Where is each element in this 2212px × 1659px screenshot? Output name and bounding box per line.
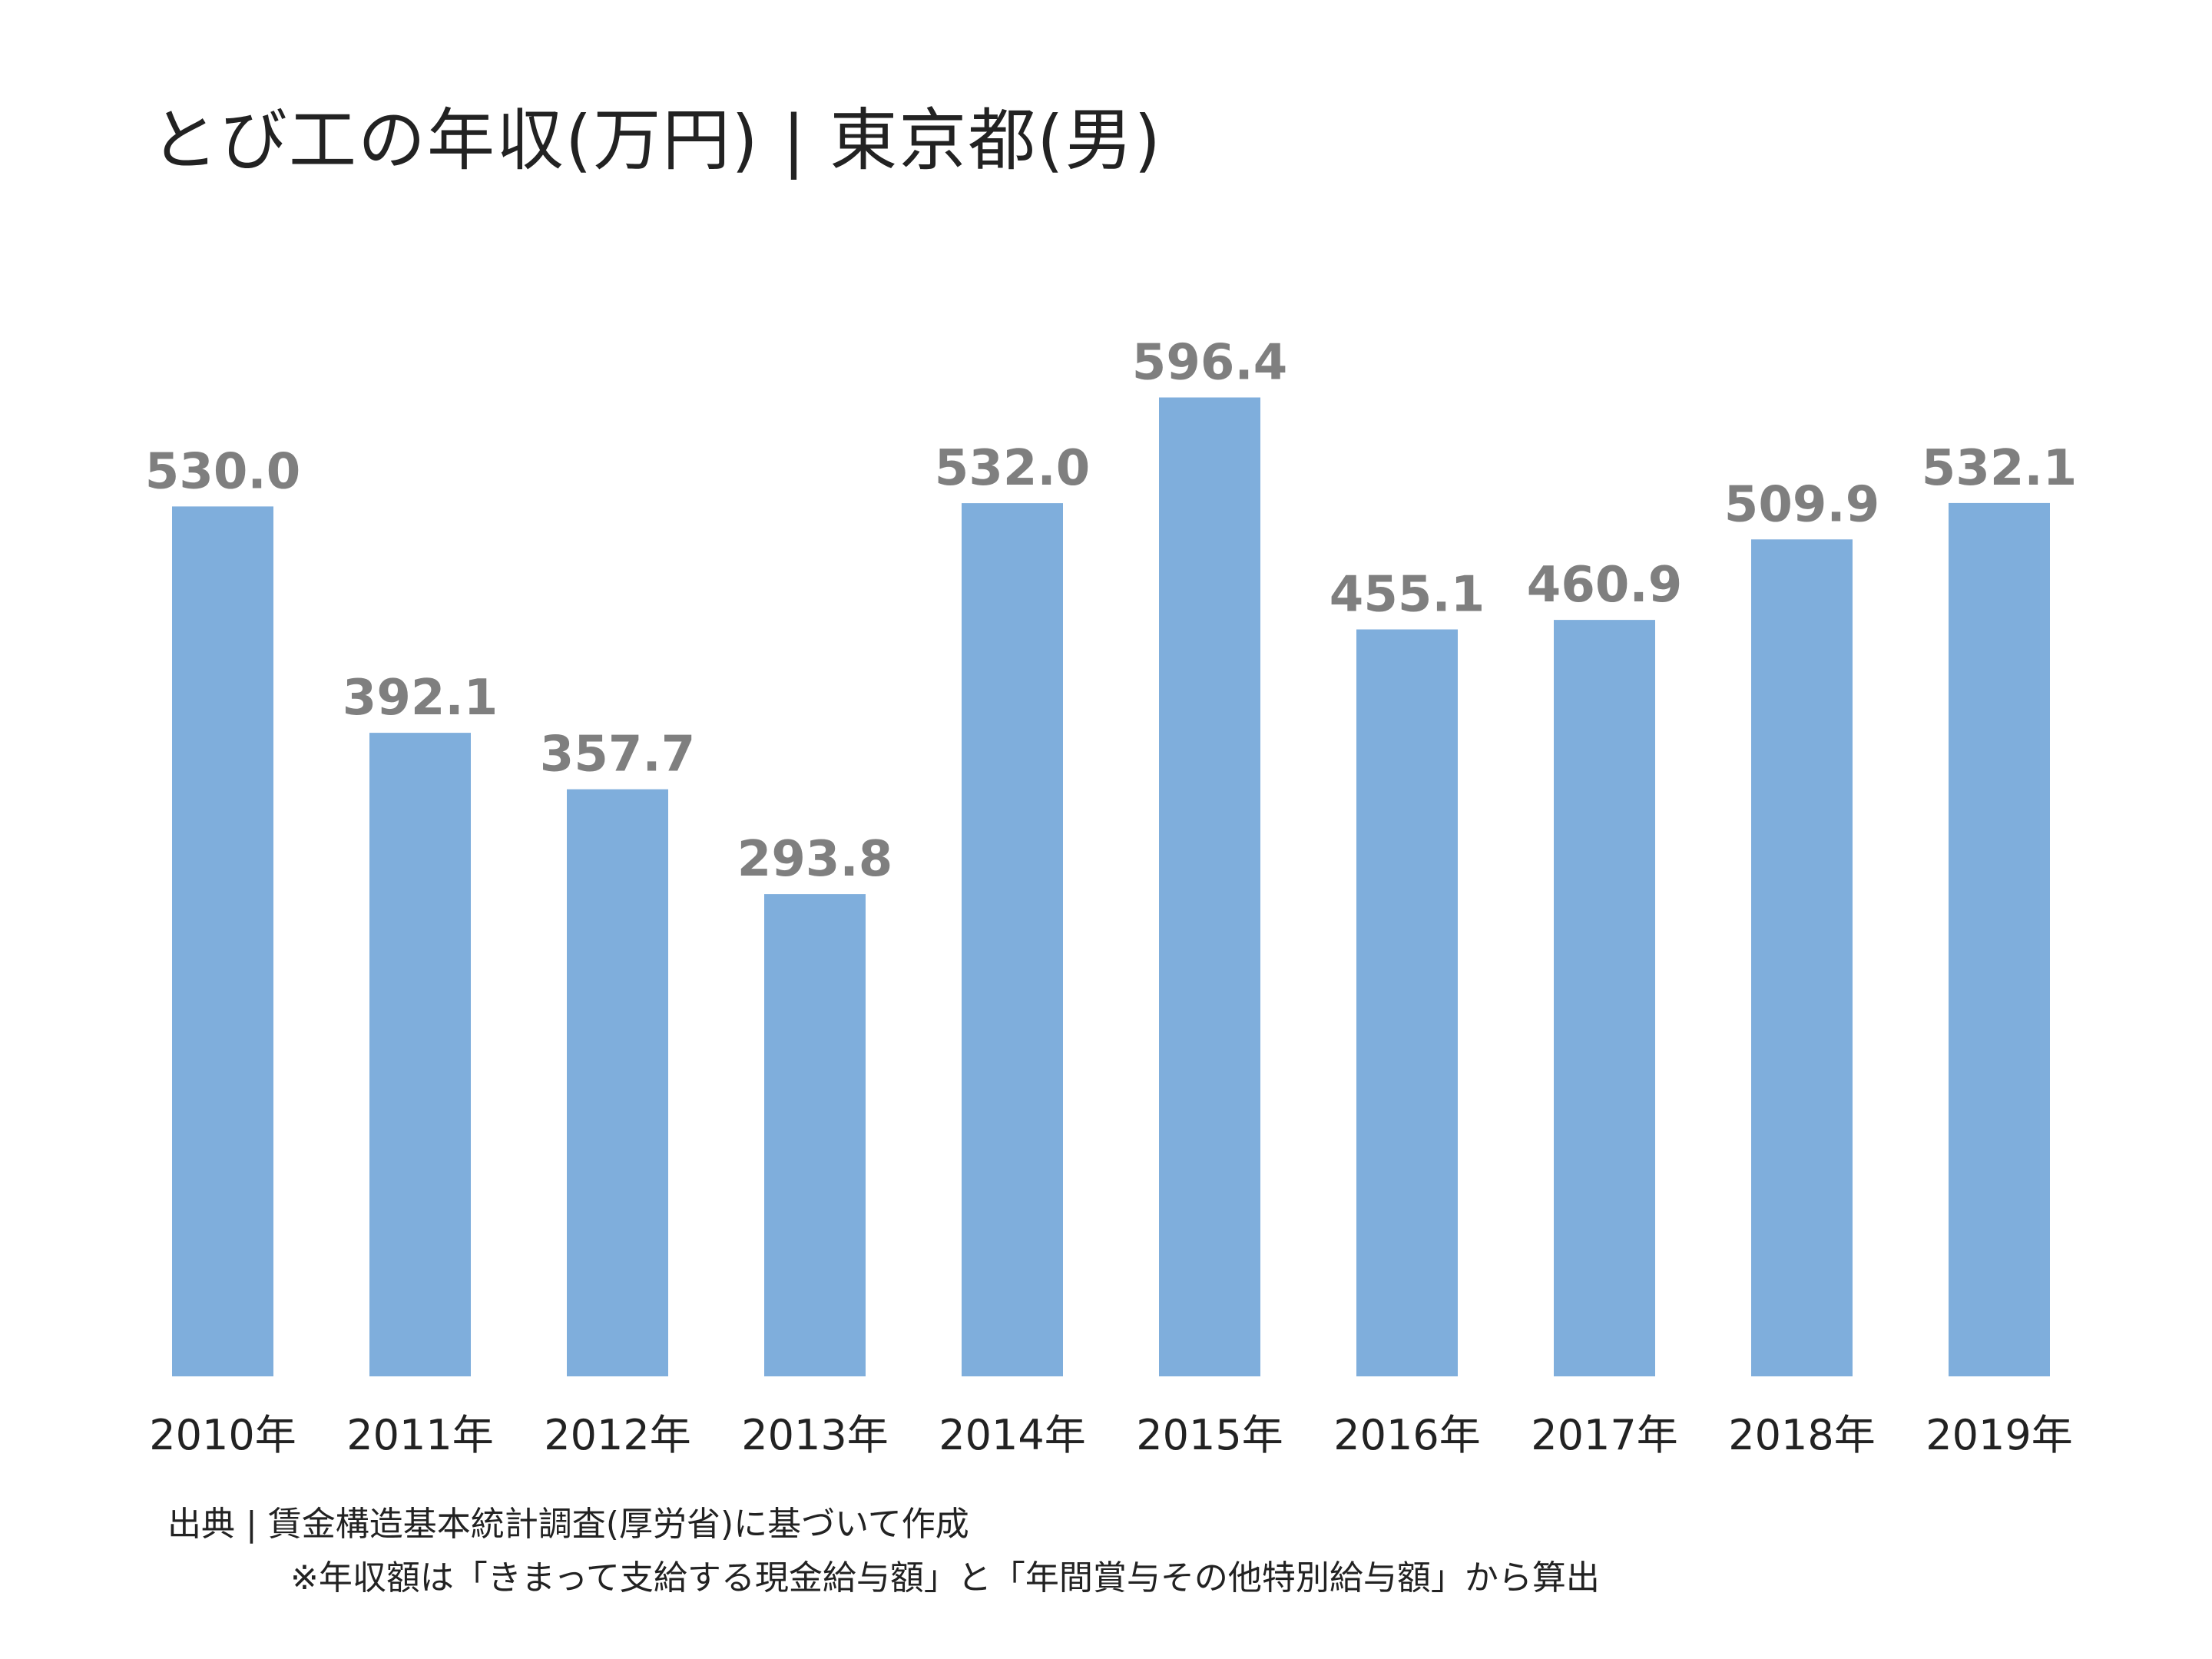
- value-label: 357.7: [540, 727, 695, 783]
- tick-labels-layer: 2010年 2011年 2012年 2013年 2014年 2015年 2016年 2017年…: [149, 1411, 2072, 1459]
- bar-2016年: [1356, 629, 1458, 1376]
- x-tick-label: 2014年: [939, 1411, 1085, 1459]
- bar-2017年: [1554, 620, 1655, 1376]
- source-note-block: 出典 | 賃金構造基本統計調査(厚労省)に基づいて作成 ※年収額は「きまって支給…: [167, 1498, 1600, 1605]
- x-tick-label: 2019年: [1926, 1411, 2072, 1459]
- bar-2014年: [962, 503, 1063, 1376]
- x-tick-label: 2011年: [346, 1411, 493, 1459]
- value-label: 460.9: [1527, 557, 1682, 614]
- bar-2013年: [764, 894, 866, 1376]
- value-label: 455.1: [1330, 567, 1485, 624]
- source-line: 出典 | 賃金構造基本統計調査(厚労省)に基づいて作成: [167, 1505, 969, 1544]
- value-labels-layer: 530.0 392.1 357.7 293.8 532.0 596.4 455.1 460.9…: [145, 335, 2077, 889]
- x-tick-label: 2010年: [149, 1411, 296, 1459]
- x-tick-label: 2018年: [1728, 1411, 1875, 1459]
- value-label: 532.1: [1922, 440, 2077, 497]
- value-label: 293.8: [737, 831, 892, 888]
- bar-2019年: [1949, 502, 2050, 1376]
- x-tick-label: 2012年: [544, 1411, 690, 1459]
- value-label: 509.9: [1724, 476, 1879, 533]
- x-tick-label: 2016年: [1333, 1411, 1480, 1459]
- bar-2015年: [1159, 397, 1260, 1376]
- value-label: 596.4: [1132, 335, 1287, 392]
- x-tick-label: 2017年: [1531, 1411, 1677, 1459]
- bar-2018年: [1751, 539, 1853, 1376]
- bars-layer: [172, 397, 2050, 1376]
- value-label: 392.1: [343, 670, 498, 727]
- calculation-note: ※年収額は「きまって支給する現金給与額」と「年間賞与その他特別給与額」から算出: [290, 1558, 1600, 1598]
- bar-2011年: [369, 733, 471, 1376]
- bar-2010年: [172, 506, 273, 1376]
- value-label: 532.0: [935, 440, 1090, 497]
- x-tick-label: 2015年: [1136, 1411, 1283, 1459]
- value-label: 530.0: [145, 443, 300, 500]
- bar-2012年: [567, 789, 668, 1376]
- chart-title: とび工の年収(万円) | 東京都(男): [151, 101, 1162, 180]
- x-tick-label: 2013年: [741, 1411, 888, 1459]
